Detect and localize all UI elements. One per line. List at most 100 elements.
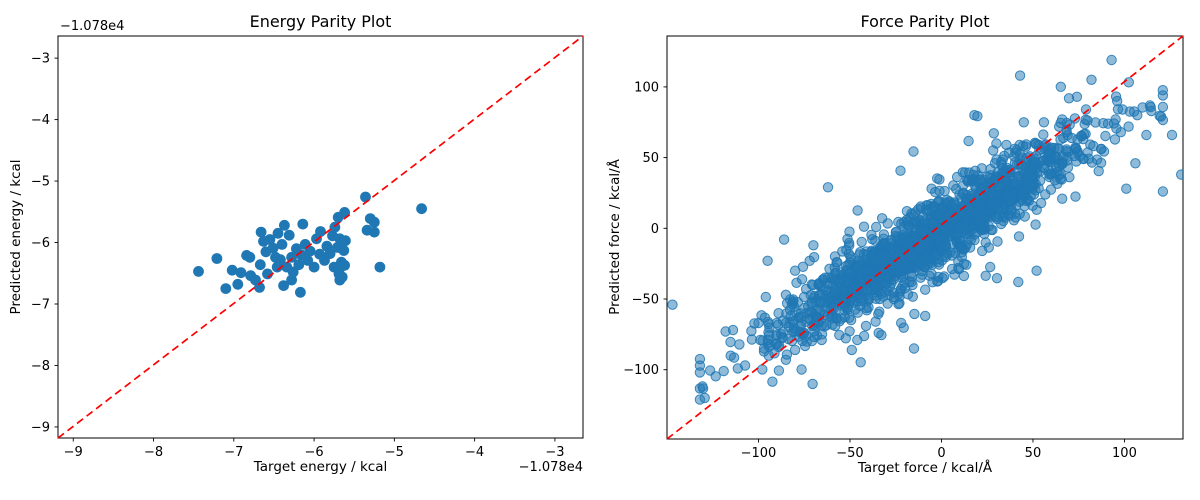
scatter-point bbox=[797, 261, 809, 272]
scatter-point bbox=[757, 364, 768, 375]
scatter-point bbox=[985, 261, 996, 273]
energy-x-axis-label: Target energy / kcal bbox=[253, 459, 388, 475]
scatter-point bbox=[1055, 81, 1067, 93]
scatter-point bbox=[302, 255, 314, 266]
scatter-point bbox=[805, 290, 816, 301]
scatter-point bbox=[958, 270, 970, 282]
scatter-point bbox=[926, 218, 938, 229]
scatter-point bbox=[767, 376, 778, 387]
scatter-point bbox=[855, 357, 866, 368]
scatter-point bbox=[940, 224, 952, 235]
scatter-point bbox=[820, 285, 831, 296]
scatter-point bbox=[844, 226, 855, 237]
scatter-point bbox=[255, 226, 267, 238]
scatter-point bbox=[699, 392, 710, 404]
scatter-point bbox=[807, 378, 818, 390]
scatter-point bbox=[760, 291, 771, 303]
scatter-point bbox=[801, 336, 812, 347]
scatter-point bbox=[1100, 130, 1111, 142]
x-tick-label: −4 bbox=[465, 445, 484, 460]
scatter-point bbox=[1063, 93, 1075, 104]
scatter-point bbox=[976, 221, 988, 233]
scatter-point bbox=[942, 247, 953, 259]
scatter-point bbox=[860, 320, 872, 332]
scatter-point bbox=[1130, 158, 1141, 169]
scatter-point bbox=[1004, 210, 1016, 221]
scatter-point bbox=[898, 322, 909, 333]
scatter-point bbox=[368, 226, 380, 238]
scatter-point bbox=[789, 344, 801, 356]
scatter-point bbox=[1124, 106, 1136, 117]
scatter-point bbox=[901, 227, 912, 238]
scatter-point bbox=[287, 266, 299, 278]
scatter-point bbox=[845, 254, 857, 265]
scatter-point bbox=[809, 326, 820, 337]
scatter-point bbox=[976, 185, 987, 196]
scatter-point bbox=[816, 334, 827, 346]
scatter-point bbox=[870, 282, 881, 293]
scatter-point bbox=[1157, 186, 1169, 197]
x-tick-label: −9 bbox=[64, 445, 83, 460]
scatter-point bbox=[1057, 193, 1068, 204]
scatter-point bbox=[710, 371, 721, 382]
scatter-point bbox=[934, 174, 945, 185]
scatter-point bbox=[315, 226, 326, 237]
scatter-point bbox=[1038, 129, 1049, 140]
scatter-point bbox=[339, 207, 350, 218]
scatter-point bbox=[1061, 144, 1072, 155]
scatter-point bbox=[909, 308, 920, 320]
scatter-point bbox=[368, 216, 380, 228]
energy-x-axis-offset: −1.078e4 bbox=[519, 460, 583, 475]
scatter-point bbox=[879, 238, 890, 250]
scatter-point bbox=[983, 206, 994, 218]
energy-y-axis-label: Predicted energy / kcal bbox=[8, 159, 24, 314]
scatter-point bbox=[1080, 128, 1091, 140]
scatter-point bbox=[1082, 115, 1093, 126]
scatter-point bbox=[697, 383, 709, 394]
scatter-point bbox=[293, 259, 305, 271]
scatter-point bbox=[852, 205, 863, 216]
scatter-point bbox=[1020, 141, 1032, 152]
scatter-point bbox=[1019, 200, 1030, 212]
scatter-point bbox=[727, 324, 739, 336]
y-tick-label: 50 bbox=[642, 151, 659, 166]
x-tick-label: 100 bbox=[1112, 446, 1137, 461]
scatter-point bbox=[827, 302, 839, 313]
scatter-point bbox=[718, 365, 729, 377]
parity-line bbox=[666, 35, 1184, 440]
scatter-point bbox=[907, 291, 918, 302]
scatter-point bbox=[843, 237, 855, 249]
scatter-point bbox=[762, 255, 773, 266]
scatter-point bbox=[340, 235, 351, 247]
scatter-point bbox=[262, 268, 273, 280]
scatter-point bbox=[796, 364, 807, 375]
scatter-point bbox=[1098, 146, 1110, 157]
scatter-point bbox=[876, 329, 887, 341]
y-tick-label: −8 bbox=[31, 359, 50, 374]
scatter-point bbox=[891, 227, 902, 238]
scatter-point bbox=[920, 310, 931, 322]
scatter-point bbox=[374, 261, 386, 273]
scatter-point bbox=[1123, 77, 1135, 88]
x-tick-label: −50 bbox=[836, 446, 863, 461]
scatter-point bbox=[861, 305, 872, 316]
scatter-point bbox=[1157, 85, 1169, 96]
scatter-point bbox=[1176, 169, 1183, 180]
scatter-point bbox=[1064, 172, 1075, 183]
scatter-point bbox=[338, 245, 350, 256]
scatter-point bbox=[279, 219, 290, 231]
scatter-point bbox=[193, 266, 204, 277]
scatter-point bbox=[1045, 169, 1056, 180]
scatter-point bbox=[1038, 117, 1050, 128]
scatter-point bbox=[1093, 165, 1104, 177]
scatter-point bbox=[833, 276, 845, 288]
force-plot-title: Force Parity Plot bbox=[860, 12, 989, 31]
scatter-point bbox=[235, 267, 247, 279]
scatter-point bbox=[1040, 189, 1051, 200]
scatter-point bbox=[339, 259, 350, 271]
scatter-point bbox=[908, 146, 919, 157]
scatter-point bbox=[734, 339, 745, 350]
scatter-point bbox=[963, 135, 974, 147]
scatter-point bbox=[1001, 189, 1012, 201]
